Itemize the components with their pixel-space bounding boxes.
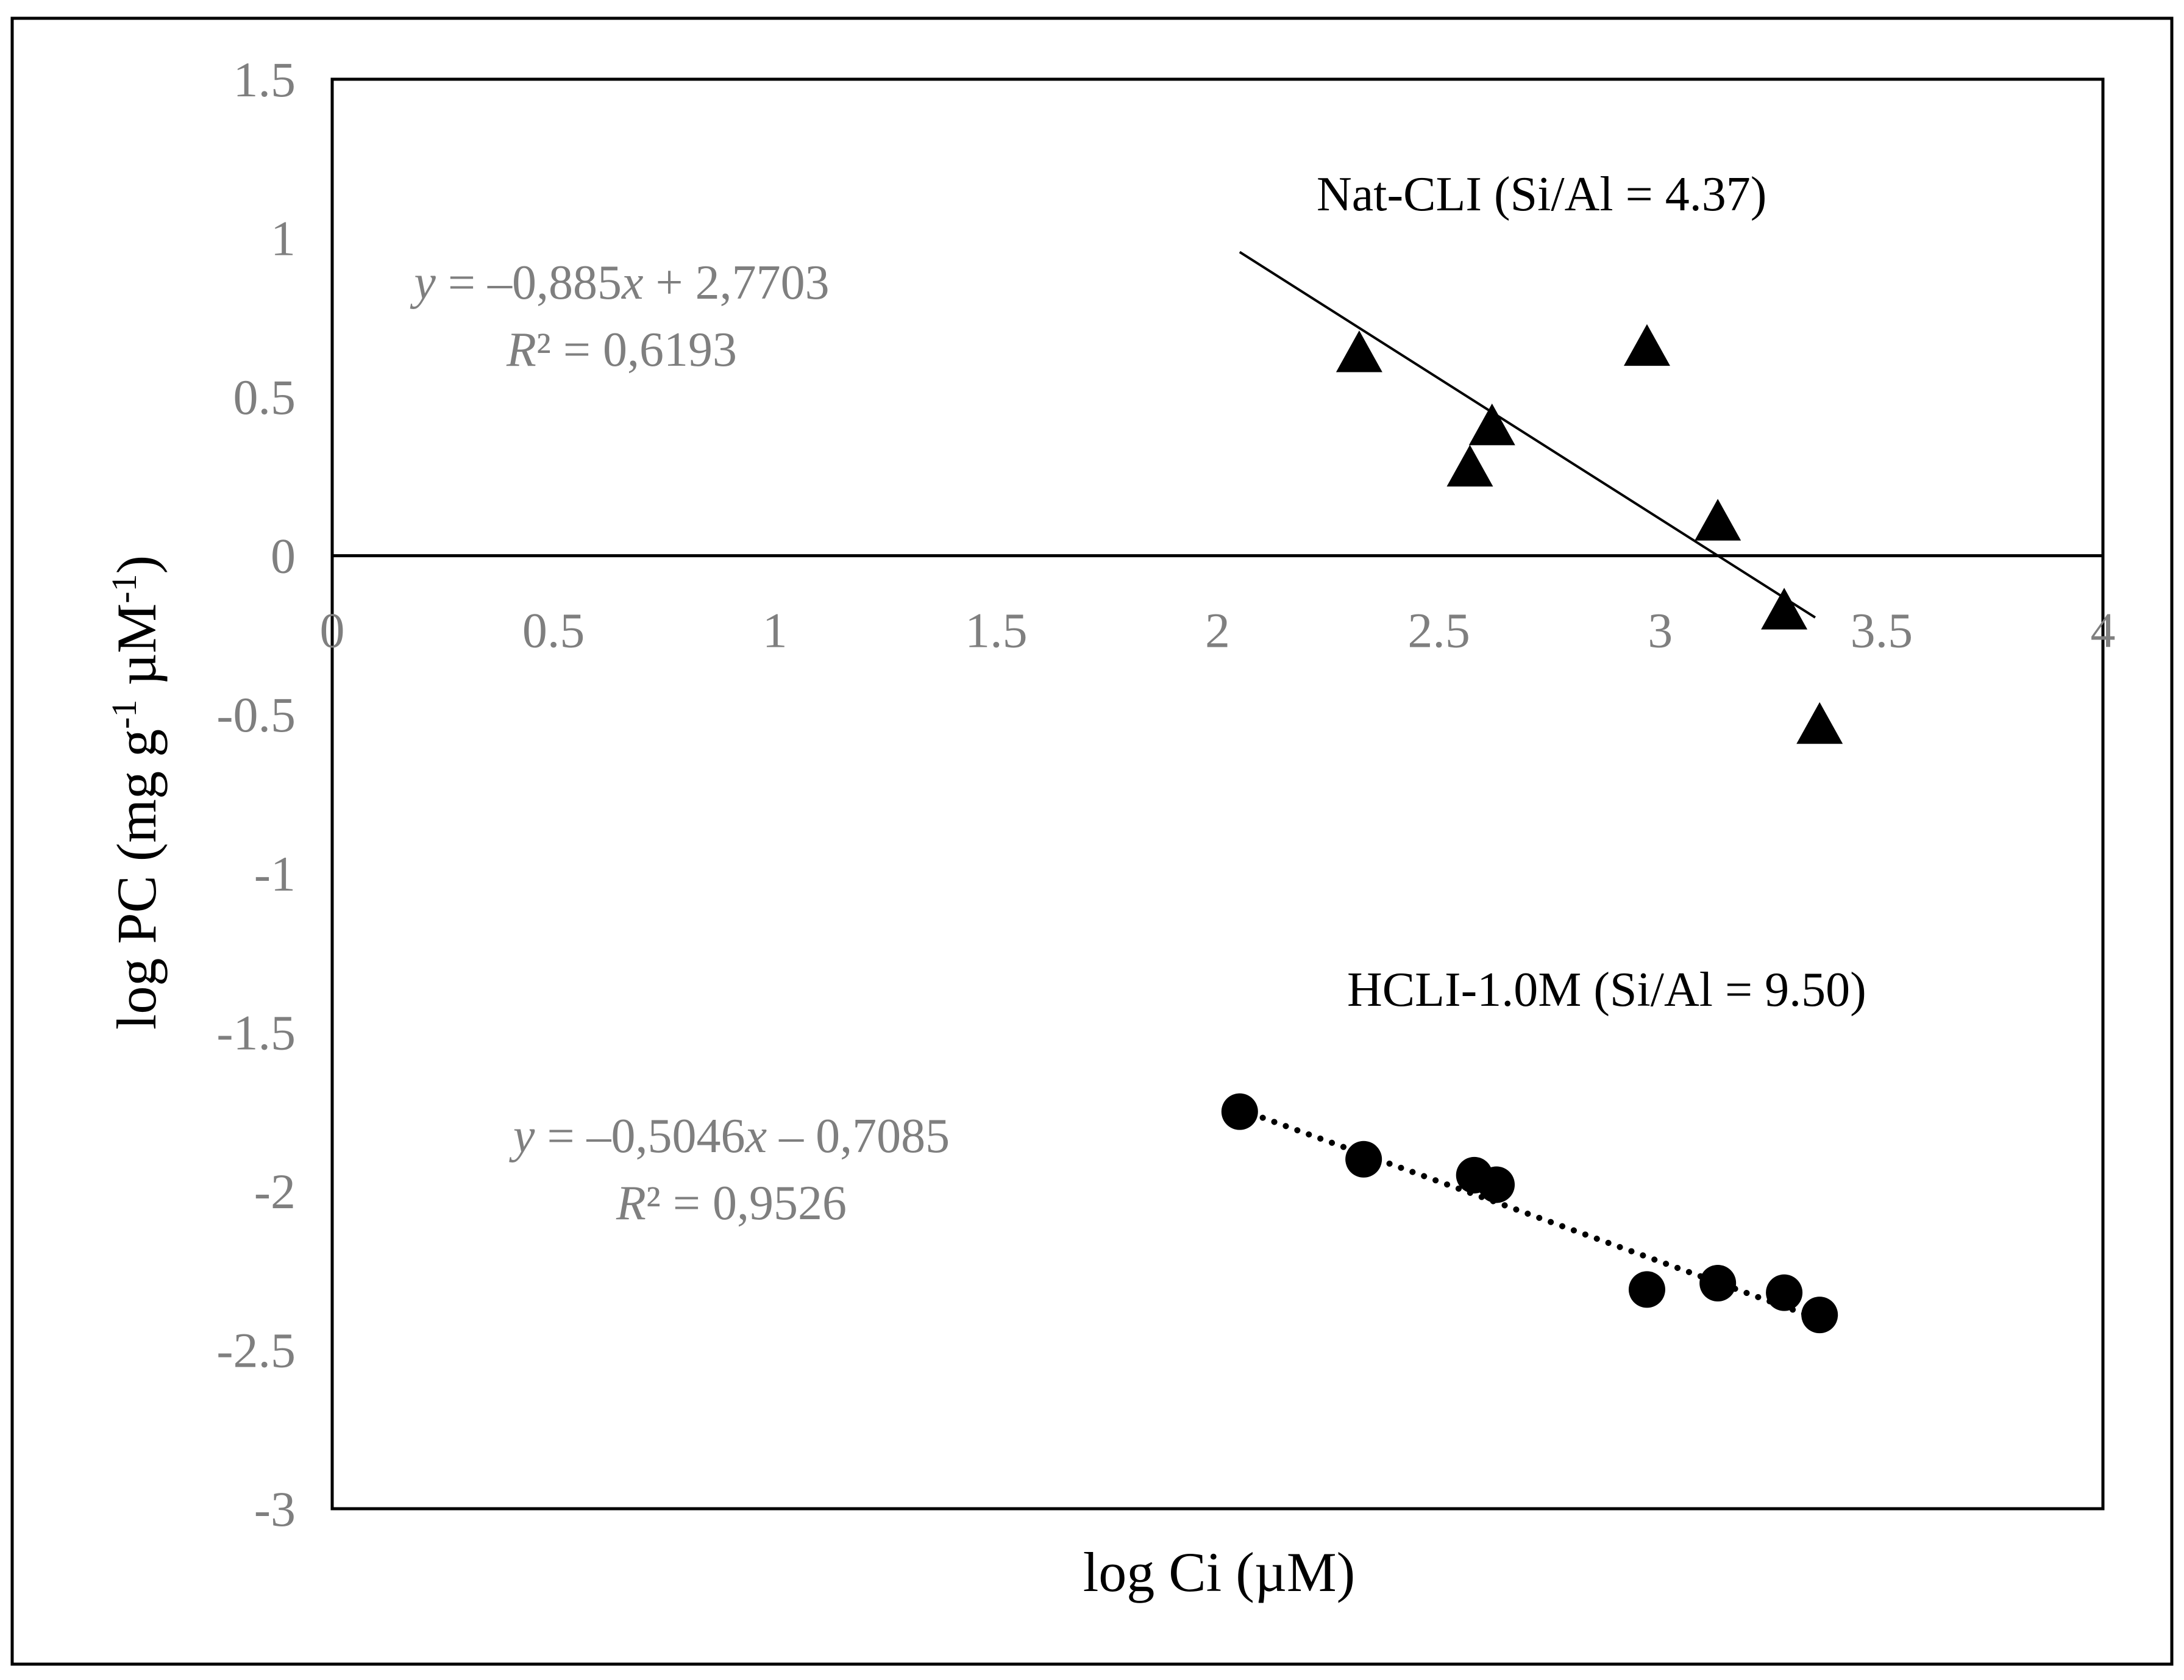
circle-point — [1628, 1271, 1665, 1308]
triangle-point — [1695, 499, 1741, 541]
y-tick-label: -0.5 — [216, 687, 296, 742]
triangle-point — [1446, 444, 1493, 487]
y-tick-label: 0.5 — [233, 369, 296, 425]
trendline-r2-nat-cli: R² = 0,6193 — [506, 323, 737, 377]
x-axis-title: log Ci (µM) — [1083, 1541, 1356, 1603]
circle-point — [1478, 1166, 1515, 1203]
circle-point — [1345, 1141, 1382, 1178]
y-tick-label: -1 — [254, 846, 296, 902]
y-tick-label: -2 — [254, 1164, 296, 1219]
x-tick-label: 2 — [1205, 603, 1230, 658]
triangle-point — [1796, 702, 1843, 744]
x-tick-label: 1 — [763, 603, 788, 658]
triangle-point — [1336, 330, 1382, 372]
triangle-point — [1623, 324, 1670, 366]
x-tick-label: 0 — [320, 603, 345, 658]
x-tick-label: 0.5 — [522, 603, 585, 658]
x-tick-label: 3.5 — [1851, 603, 1913, 658]
series-label-hcli: HCLI-1.0M (Si/Al = 9.50) — [1347, 963, 1866, 1017]
series-label-nat-cli: Nat-CLI (Si/Al = 4.37) — [1317, 168, 1766, 221]
x-tick-labels: 0 0.5 1 1.5 2 2.5 3 3.5 4 — [320, 603, 2116, 658]
y-tick-label: 1.5 — [233, 52, 296, 107]
y-tick-label: -3 — [254, 1481, 296, 1537]
y-axis-title: log PC (mg g-1 µM-1) — [104, 555, 168, 1030]
x-tick-label: 4 — [2091, 603, 2116, 658]
y-tick-label: -2.5 — [216, 1322, 296, 1378]
circle-point — [1766, 1274, 1803, 1311]
x-tick-label: 2.5 — [1407, 603, 1470, 658]
triangle-point — [1761, 588, 1808, 630]
x-tick-label: 1.5 — [965, 603, 1028, 658]
circle-point — [1699, 1265, 1737, 1302]
data-markers — [1221, 324, 1843, 1334]
circle-point — [1801, 1297, 1838, 1334]
y-tick-labels: 1.5 1 0.5 0 -0.5 -1 -1.5 -2 -2.5 -3 — [216, 52, 296, 1537]
y-tick-label: -1.5 — [216, 1005, 296, 1060]
triangle-point — [1468, 404, 1515, 446]
circle-point — [1221, 1093, 1258, 1130]
y-tick-label: 1 — [271, 211, 296, 266]
trendline-r2-hcli: R² = 0,9526 — [616, 1176, 847, 1230]
outer-frame — [10, 16, 2174, 1666]
x-tick-label: 3 — [1648, 603, 1673, 658]
plot-area — [330, 77, 2105, 1511]
trendline-equation-nat-cli: y = –0,885x + 2,7703 — [410, 256, 829, 310]
y-tick-label: 0 — [271, 529, 296, 584]
trendline-equation-hcli: y = –0,5046x – 0,7085 — [509, 1109, 950, 1163]
trendline-nat-cli — [1239, 251, 1816, 619]
